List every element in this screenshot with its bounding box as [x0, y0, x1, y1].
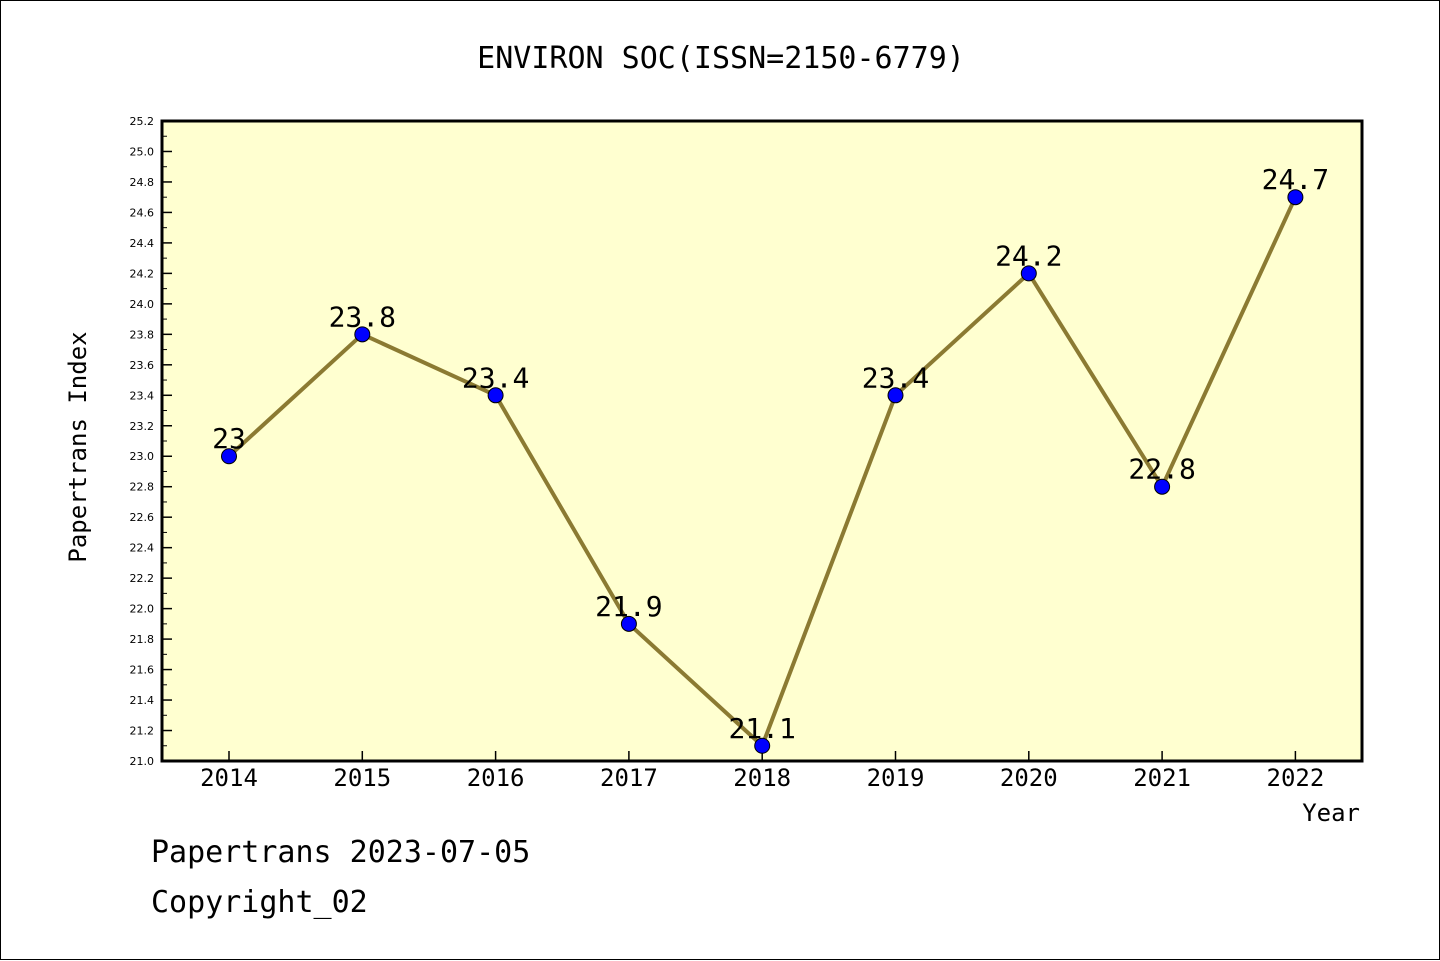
- y-tick-label: 25.0: [130, 145, 155, 158]
- data-point: [354, 326, 371, 343]
- data-point: [1020, 265, 1037, 282]
- data-point: [487, 387, 504, 404]
- x-tick-label: 2017: [600, 764, 658, 792]
- data-point: [221, 448, 237, 465]
- y-tick-label: 25.2: [130, 115, 155, 128]
- data-point: [887, 387, 904, 404]
- y-tick-label: 23.6: [130, 359, 155, 372]
- y-tick-label: 21.0: [130, 755, 155, 768]
- x-axis: 2014 2015 2016 2017 2018 2019 2020 2021 2022: [200, 751, 1324, 792]
- chart-title: ENVIRON SOC(ISSN=2150-6779): [477, 41, 965, 76]
- y-tick-label: 23.8: [130, 328, 155, 341]
- footer-date: Papertrans 2023-07-05: [151, 835, 531, 870]
- data-label: 23.8: [329, 300, 396, 333]
- y-tick-label: 24.4: [130, 237, 155, 250]
- x-tick-label: 2018: [733, 764, 791, 792]
- data-label: 21.9: [595, 590, 662, 623]
- y-tick-label: 21.6: [130, 664, 155, 677]
- x-tick-label: 2016: [467, 764, 525, 792]
- x-tick-label: 2020: [1000, 764, 1058, 792]
- data-label: 23.4: [862, 361, 929, 394]
- data-point: [620, 615, 637, 632]
- y-tick-label: 21.4: [130, 694, 155, 707]
- y-tick-label: 23.4: [130, 389, 155, 402]
- y-axis: 21.0 21.2 21.4 21.6 21.8 22.0 22.2 22.4 22.6 22.8…: [130, 115, 172, 768]
- data-label: 24.2: [995, 239, 1062, 272]
- y-tick-label: 21.2: [130, 725, 155, 738]
- y-tick-label: 24.8: [130, 176, 155, 189]
- y-tick-label: 22.8: [130, 481, 155, 494]
- y-tick-label: 24.2: [130, 267, 155, 280]
- x-tick-label: 2015: [333, 764, 391, 792]
- x-tick-label: 2014: [200, 764, 258, 792]
- data-markers: [221, 189, 1304, 754]
- y-tick-label: 22.4: [130, 542, 155, 555]
- x-axis-label: Year: [1302, 799, 1360, 827]
- y-tick-label: 21.8: [130, 633, 155, 646]
- data-label: 22.8: [1128, 453, 1195, 486]
- y-tick-label: 23.0: [130, 450, 155, 463]
- data-label: 23: [212, 422, 246, 455]
- plot-area: [160, 119, 1364, 763]
- y-tick-label: 24.0: [130, 298, 155, 311]
- data-labels: 23 23.8 23.4 21.9 21.1 23.4 24.2 22.8 24.7: [212, 163, 1329, 745]
- footer-copyright: Copyright_02: [151, 885, 368, 920]
- data-point: [1154, 478, 1171, 495]
- data-label: 23.4: [462, 361, 529, 394]
- y-tick-label: 22.6: [130, 511, 155, 524]
- y-tick-label: 24.6: [130, 206, 155, 219]
- y-tick-label: 22.2: [130, 572, 155, 585]
- y-tick-label: 22.0: [130, 603, 155, 616]
- data-point: [1287, 189, 1304, 206]
- data-point: [754, 737, 771, 754]
- y-tick-label: 23.2: [130, 420, 155, 433]
- y-axis-label: Papertrans Index: [64, 331, 92, 562]
- x-tick-label: 2021: [1133, 764, 1191, 792]
- data-label: 24.7: [1262, 163, 1329, 196]
- x-tick-label: 2019: [867, 764, 925, 792]
- data-label: 21.1: [728, 712, 795, 745]
- x-tick-label: 2022: [1267, 764, 1325, 792]
